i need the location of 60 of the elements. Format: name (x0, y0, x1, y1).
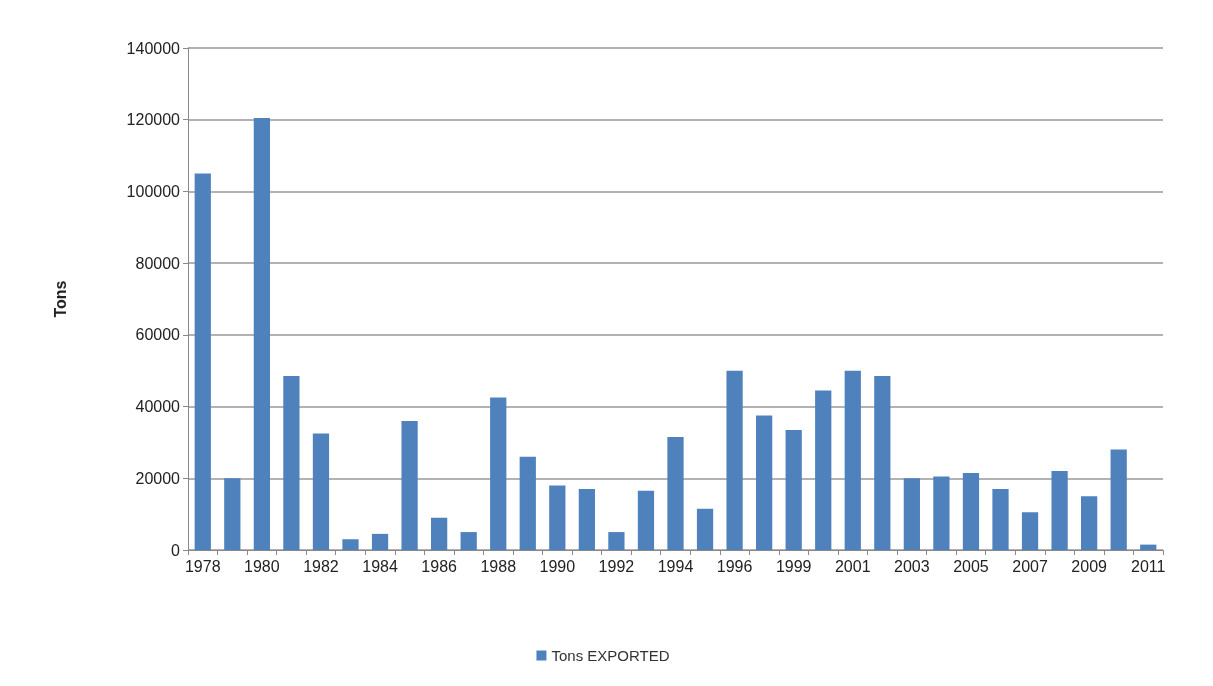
bar (312, 433, 330, 550)
bar (962, 472, 980, 550)
bar (696, 508, 714, 550)
x-tick-label: 2003 (894, 557, 930, 575)
x-tick-label: 2001 (834, 557, 871, 575)
bar (874, 376, 891, 550)
x-tick-label: 2007 (1012, 557, 1048, 575)
x-tick-label: 1982 (303, 557, 339, 575)
bar (342, 539, 359, 550)
y-tick-label: 60000 (135, 326, 181, 344)
bar (844, 370, 861, 550)
x-tick-label: 1990 (539, 557, 576, 575)
x-tick-label: 1978 (184, 557, 221, 575)
bar (756, 415, 773, 550)
x-tick-label: 2005 (953, 557, 989, 575)
bar (1081, 496, 1098, 550)
y-tick-label: 40000 (135, 398, 181, 416)
bar (371, 533, 389, 550)
bar (490, 397, 507, 550)
bar (667, 437, 684, 550)
x-tick-label: 1980 (244, 557, 280, 575)
y-tick-label: 100000 (126, 182, 181, 200)
bar (1140, 544, 1157, 550)
bar (1051, 471, 1068, 550)
bar (903, 478, 920, 550)
bar (283, 376, 300, 550)
bar (431, 517, 448, 550)
x-tick-label: 2011 (1131, 557, 1166, 575)
x-tick-label: 1986 (421, 557, 458, 575)
bar (608, 532, 625, 550)
y-tick-label: 0 (171, 541, 181, 559)
y-axis-title: Tons (51, 280, 69, 318)
y-tick-label: 140000 (126, 39, 181, 57)
x-tick-label: 1996 (716, 557, 753, 575)
y-tick-label: 20000 (135, 469, 181, 487)
bar (1021, 512, 1039, 550)
bar (224, 478, 241, 550)
bar (933, 476, 950, 550)
bar (726, 370, 743, 550)
bar (460, 532, 477, 550)
bar (253, 117, 270, 550)
x-tick-label: 1984 (362, 557, 398, 575)
x-tick-label: 1994 (657, 557, 694, 575)
bar (992, 489, 1009, 550)
x-tick-label: 1992 (598, 557, 635, 575)
x-tick-label: 2009 (1071, 557, 1108, 575)
bar (401, 420, 418, 550)
bar (815, 390, 832, 550)
bar (519, 456, 536, 550)
bar (194, 173, 211, 550)
y-tick-label: 80000 (135, 254, 181, 272)
bar (637, 490, 655, 550)
x-tick-label: 1999 (775, 557, 812, 575)
bar (549, 485, 566, 550)
bar (578, 489, 595, 550)
y-tick-label: 120000 (126, 111, 181, 129)
x-tick-label: 1988 (480, 557, 517, 575)
legend-label: Tons EXPORTED (551, 647, 670, 664)
bar (785, 429, 802, 550)
bar (1110, 449, 1127, 550)
